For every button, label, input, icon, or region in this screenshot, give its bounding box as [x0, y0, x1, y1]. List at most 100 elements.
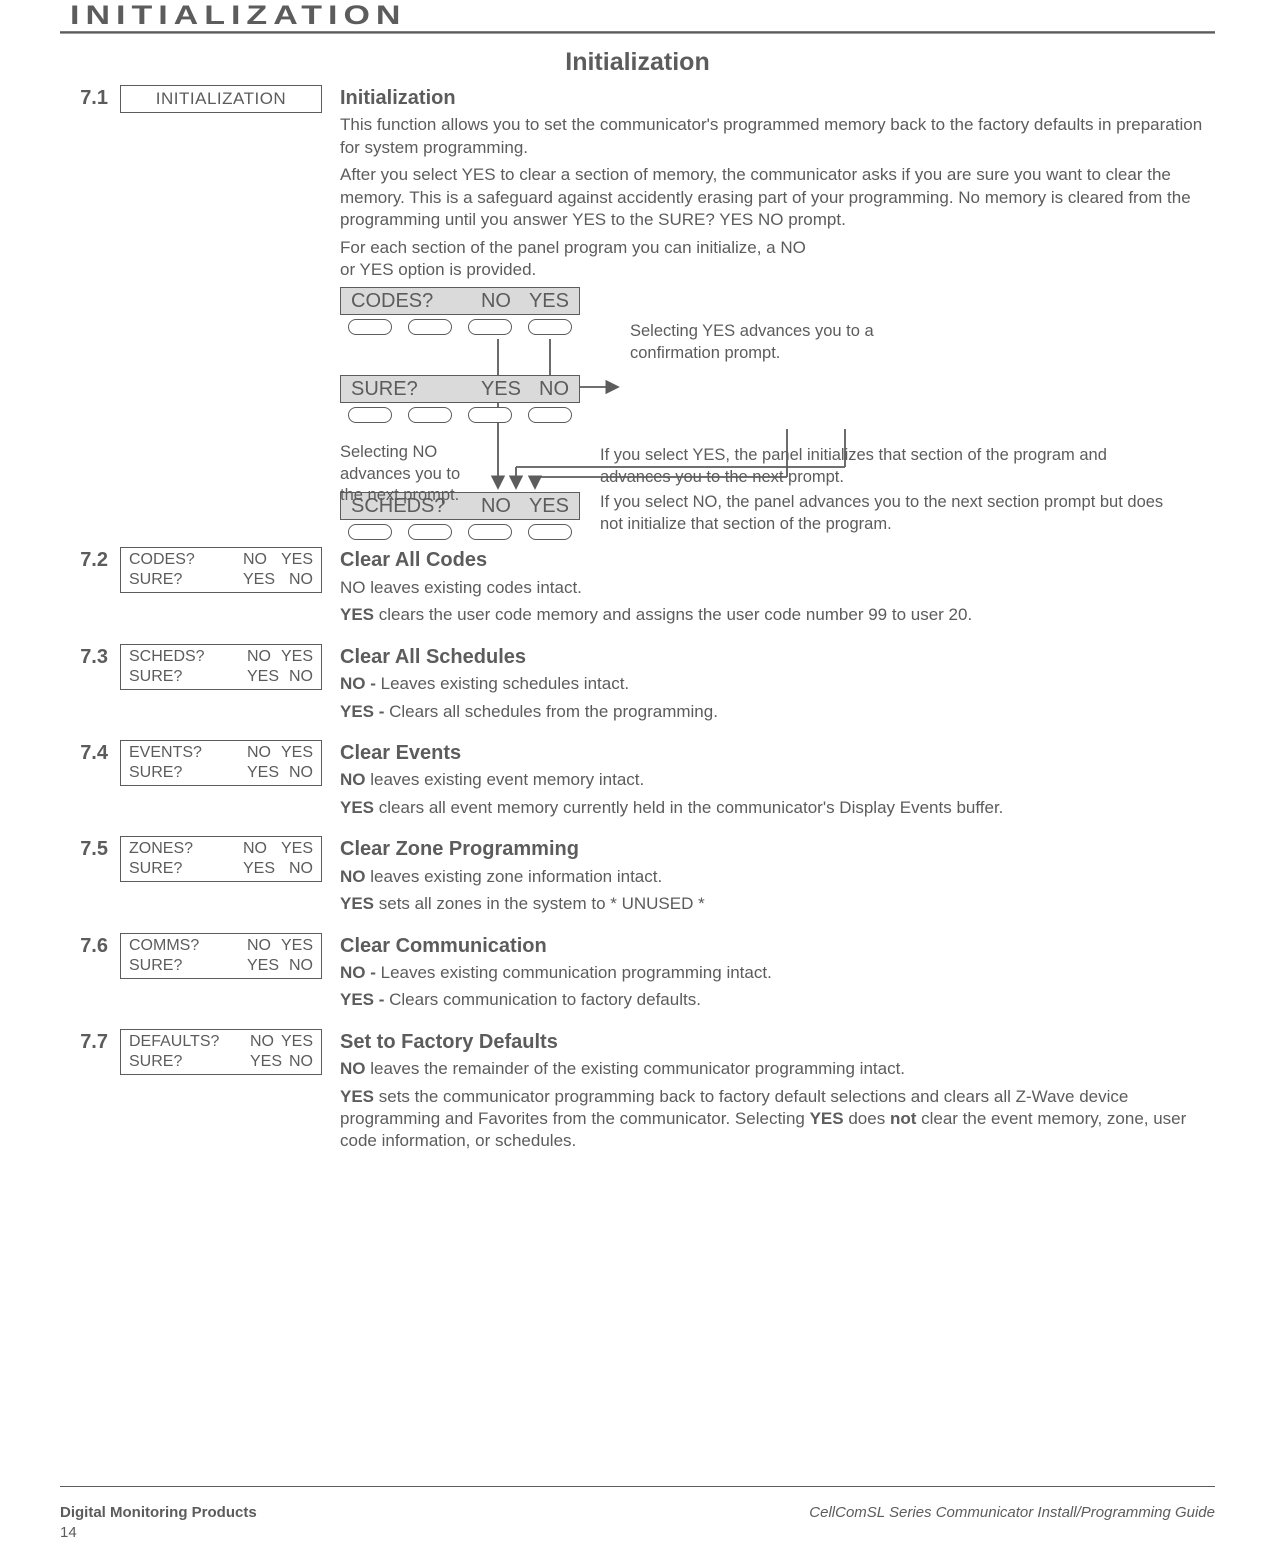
lcd-option-no: NO [539, 376, 569, 402]
section-heading: Set to Factory Defaults [340, 1029, 1215, 1055]
paragraph: NO - Leaves existing communication progr… [340, 962, 1215, 984]
lcd-option: NO [247, 647, 271, 667]
text: leaves existing zone information intact. [366, 867, 663, 886]
text: Clears all schedules from the programmin… [384, 702, 718, 721]
footer-rule [60, 1486, 1215, 1487]
paragraph: NO - Leaves existing schedules intact. [340, 673, 1215, 695]
lcd-prompt: CODES? [351, 288, 433, 314]
lcd-prompt: EVENTS? [129, 743, 208, 763]
diagram-note: Selecting NO advances you to the next pr… [340, 442, 490, 505]
lcd-option: NO [289, 1052, 313, 1072]
chapter-header: INITIALIZATION [60, 0, 1215, 34]
keypad-button [468, 524, 512, 540]
section-heading: Clear All Codes [340, 547, 1215, 573]
lcd-prompt: SURE? [129, 1052, 188, 1072]
diagram-note: If you select NO, the panel advances you… [600, 492, 1180, 534]
text-bold: YES [340, 1087, 374, 1106]
flow-diagram: CODES? NO YES [340, 287, 1215, 547]
lcd-display: CODES?NOYES SURE?YESNO [120, 547, 322, 593]
lcd-option-no: NO [481, 288, 511, 314]
lcd-option-yes: YES [529, 493, 569, 519]
section-number: 7.5 [60, 836, 120, 861]
text: Leaves existing schedules intact. [376, 674, 629, 693]
keypad-sure: SURE? YES NO [340, 375, 580, 423]
paragraph: YES sets all zones in the system to * UN… [340, 893, 1215, 915]
keypad-codes: CODES? NO YES [340, 287, 580, 335]
keypad-button [348, 319, 392, 335]
lcd-option: NO [289, 859, 313, 879]
keypad-button [408, 524, 452, 540]
keypad-button [408, 407, 452, 423]
lcd-prompt: SCHEDS? [129, 647, 211, 667]
lcd-option: NO [289, 763, 313, 783]
page: INITIALIZATION Initialization 7.1 INITIA… [0, 0, 1275, 1559]
lcd-display: SCHEDS?NOYES SURE?YESNO [120, 644, 322, 690]
lcd-display: INITIALIZATION [120, 85, 322, 113]
lcd-prompt: COMMS? [129, 936, 205, 956]
lcd-display: ZONES?NOYES SURE?YESNO [120, 836, 322, 882]
keypad-button [528, 407, 572, 423]
keypad-button [348, 524, 392, 540]
lcd-option: YES [281, 1032, 313, 1052]
keypad-button [528, 319, 572, 335]
text: Clears communication to factory defaults… [384, 990, 701, 1009]
text: Selecting NO [340, 443, 437, 461]
text-bold: NO - [340, 963, 376, 982]
section-heading: Clear Communication [340, 933, 1215, 959]
text-bold: YES - [340, 702, 384, 721]
text: leaves the remainder of the existing com… [366, 1059, 906, 1078]
lcd-prompt: SURE? [129, 763, 188, 783]
footer-right: CellComSL Series Communicator Install/Pr… [809, 1504, 1215, 1521]
keypad-button [408, 319, 452, 335]
paragraph: NO leaves existing zone information inta… [340, 866, 1215, 888]
section-heading: Clear All Schedules [340, 644, 1215, 670]
lcd-option: NO [250, 1032, 274, 1052]
paragraph: YES sets the communicator programming ba… [340, 1086, 1215, 1153]
text: advances you to [340, 465, 460, 483]
section-number: 7.3 [60, 644, 120, 669]
text: clears all event memory currently held i… [374, 798, 1003, 817]
footer-left: Digital Monitoring Products [60, 1504, 257, 1521]
section-number: 7.2 [60, 547, 120, 572]
lcd-option: YES [243, 570, 275, 590]
lcd-prompt: SURE? [129, 667, 188, 687]
paragraph: After you select YES to clear a section … [340, 164, 1215, 231]
keypad-button [468, 319, 512, 335]
keypad-button [468, 407, 512, 423]
lcd-option: YES [281, 647, 313, 667]
text: Leaves existing communication programmin… [376, 963, 772, 982]
text-bold: NO [340, 770, 366, 789]
lcd-option: NO [247, 743, 271, 763]
lcd-display: DEFAULTS?NOYES SURE?YESNO [120, 1029, 322, 1075]
lcd-option: NO [243, 839, 267, 859]
text-bold: YES [340, 894, 374, 913]
section-heading: Clear Zone Programming [340, 836, 1215, 862]
paragraph: For each section of the panel program yo… [340, 237, 820, 282]
lcd-display: SURE? YES NO [340, 375, 580, 403]
text: does [844, 1109, 890, 1128]
lcd-option: YES [281, 936, 313, 956]
lcd-option: NO [289, 570, 313, 590]
lcd-option: YES [281, 550, 313, 570]
section-7-5: 7.5 ZONES?NOYES SURE?YESNO Clear Zone Pr… [60, 836, 1215, 920]
lcd-option: YES [281, 839, 313, 859]
lcd-prompt: ZONES? [129, 839, 199, 859]
text: clears the user code memory and assigns … [374, 605, 972, 624]
lcd-option-yes: YES [481, 376, 521, 402]
paragraph: YES - Clears all schedules from the prog… [340, 701, 1215, 723]
lcd-option: NO [289, 667, 313, 687]
diagram-note: Selecting YES advances you to a confirma… [630, 321, 890, 363]
section-7-1: 7.1 INITIALIZATION Initialization This f… [60, 85, 1215, 547]
lcd-display: COMMS?NOYES SURE?YESNO [120, 933, 322, 979]
section-7-6: 7.6 COMMS?NOYES SURE?YESNO Clear Communi… [60, 933, 1215, 1017]
diagram-note: If you select YES, the panel initializes… [600, 445, 1180, 487]
footer: Digital Monitoring Products CellComSL Se… [60, 1504, 1215, 1521]
text: leaves existing event memory intact. [366, 770, 645, 789]
lcd-option: YES [250, 1052, 282, 1072]
text-bold: NO [340, 867, 366, 886]
lcd-prompt: SURE? [129, 859, 188, 879]
paragraph: NO leaves existing codes intact. [340, 577, 1215, 599]
text: the next prompt. [340, 486, 459, 504]
section-7-3: 7.3 SCHEDS?NOYES SURE?YESNO Clear All Sc… [60, 644, 1215, 728]
lcd-option: NO [247, 936, 271, 956]
